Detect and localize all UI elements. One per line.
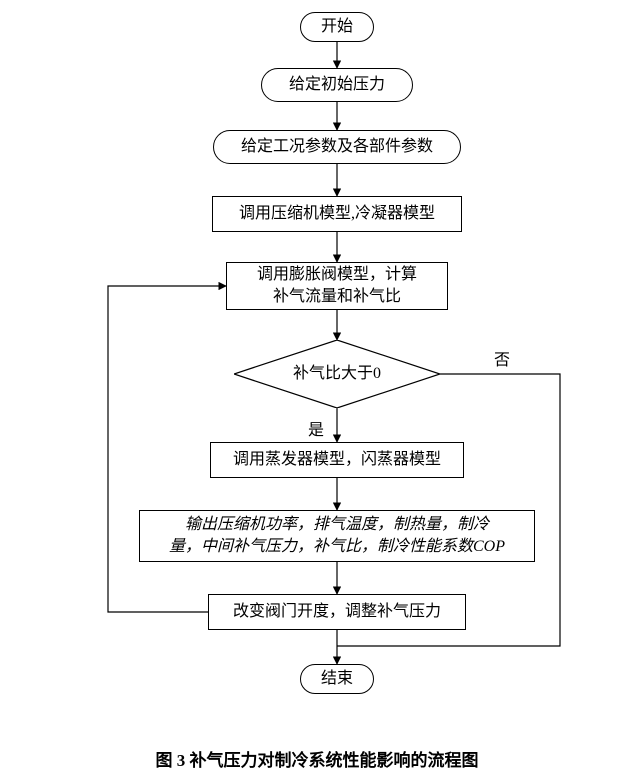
edge-label-no: 否	[494, 346, 510, 370]
node-n3: 调用压缩机模型,冷凝器模型	[212, 196, 462, 232]
node-n2-label: 给定工况参数及各部件参数	[241, 136, 433, 158]
node-n1-label: 给定初始压力	[289, 74, 385, 96]
edge-label-yes: 是	[308, 416, 324, 440]
node-start: 开始	[300, 12, 374, 42]
node-n3-label: 调用压缩机模型,冷凝器模型	[239, 203, 435, 225]
figure-caption: 图 3 补气压力对制冷系统性能影响的流程图	[0, 746, 634, 771]
node-dec-label: 补气比大于0	[293, 363, 381, 385]
node-end: 结束	[300, 664, 374, 694]
node-n4: 调用膨胀阀模型，计算 补气流量和补气比	[226, 262, 448, 310]
node-end-label: 结束	[321, 668, 353, 690]
node-n7-label: 改变阀门开度，调整补气压力	[233, 601, 441, 623]
node-dec: 补气比大于0	[234, 340, 440, 408]
node-n1: 给定初始压力	[261, 68, 413, 102]
node-n5: 调用蒸发器模型，闪蒸器模型	[210, 442, 464, 478]
node-n5-label: 调用蒸发器模型，闪蒸器模型	[233, 449, 441, 471]
node-n7: 改变阀门开度，调整补气压力	[208, 594, 466, 630]
node-n2: 给定工况参数及各部件参数	[213, 130, 461, 164]
flowchart-canvas: 开始 给定初始压力 给定工况参数及各部件参数 调用压缩机模型,冷凝器模型 调用膨…	[0, 0, 634, 782]
node-start-label: 开始	[321, 16, 353, 38]
node-n6-label: 输出压缩机功率，排气温度，制热量，制冷 量，中间补气压力，补气比，制冷性能系数C…	[169, 514, 505, 557]
node-n6: 输出压缩机功率，排气温度，制热量，制冷 量，中间补气压力，补气比，制冷性能系数C…	[139, 510, 535, 562]
node-n4-label: 调用膨胀阀模型，计算 补气流量和补气比	[257, 264, 417, 307]
